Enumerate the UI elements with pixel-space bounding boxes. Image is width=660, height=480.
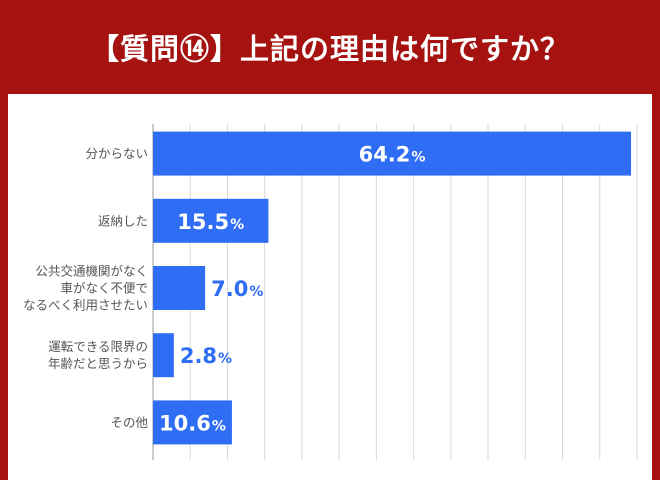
bar — [153, 131, 632, 176]
value-number: 15.5 — [177, 210, 229, 234]
value-label: 15.5% — [177, 210, 244, 234]
value-number: 64.2 — [359, 143, 411, 167]
category-label: 公共交通機関がなく車がなく不便でなるべく利用させたい — [23, 264, 148, 313]
bars — [153, 131, 632, 445]
value-number: 10.6 — [159, 411, 211, 435]
bar — [153, 266, 206, 310]
value-label: 7.0% — [211, 277, 263, 301]
value-unit: % — [212, 418, 226, 434]
category-label-line: なるべく利用させたい — [23, 298, 148, 313]
value-number: 7.0 — [211, 277, 248, 301]
bar-chart: 分からない返納した公共交通機関がなく車がなく不便でなるべく利用させたい運転できる… — [23, 124, 638, 460]
category-label: 運転できる限界の年齢だと思うから — [48, 339, 148, 371]
value-label: 2.8% — [180, 344, 232, 368]
category-label-line: 運転できる限界の — [48, 339, 148, 354]
value-unit: % — [218, 351, 232, 367]
title-bar: 【質問⑭】上記の理由は何ですか？ — [0, 0, 660, 94]
category-labels: 分からない返納した公共交通機関がなく車がなく不便でなるべく利用させたい運転できる… — [23, 146, 149, 430]
bar — [153, 400, 232, 445]
value-labels: 64.2%15.5%7.0%2.8%10.6% — [159, 143, 425, 436]
category-label-line: 車がなく不便で — [60, 281, 148, 296]
value-unit: % — [249, 284, 263, 300]
category-label-line: 年齢だと思うから — [48, 356, 148, 371]
category-label: 分からない — [85, 146, 148, 161]
category-label: 返納した — [98, 213, 148, 228]
chart-panel: 分からない返納した公共交通機関がなく車がなく不便でなるべく利用させたい運転できる… — [8, 94, 652, 480]
bar — [153, 198, 269, 243]
value-unit: % — [230, 217, 244, 233]
value-unit: % — [411, 150, 425, 166]
category-label-line: 返納した — [98, 213, 148, 228]
value-label: 10.6% — [159, 411, 226, 435]
category-label-line: 公共交通機関がなく — [35, 264, 148, 279]
value-label: 64.2% — [359, 143, 426, 167]
value-number: 2.8 — [180, 344, 217, 368]
bar — [153, 333, 174, 378]
chart-title: 【質問⑭】上記の理由は何ですか？ — [89, 32, 570, 66]
category-label-line: その他 — [110, 415, 148, 430]
category-label-line: 分からない — [85, 146, 148, 161]
category-label: その他 — [110, 415, 148, 430]
